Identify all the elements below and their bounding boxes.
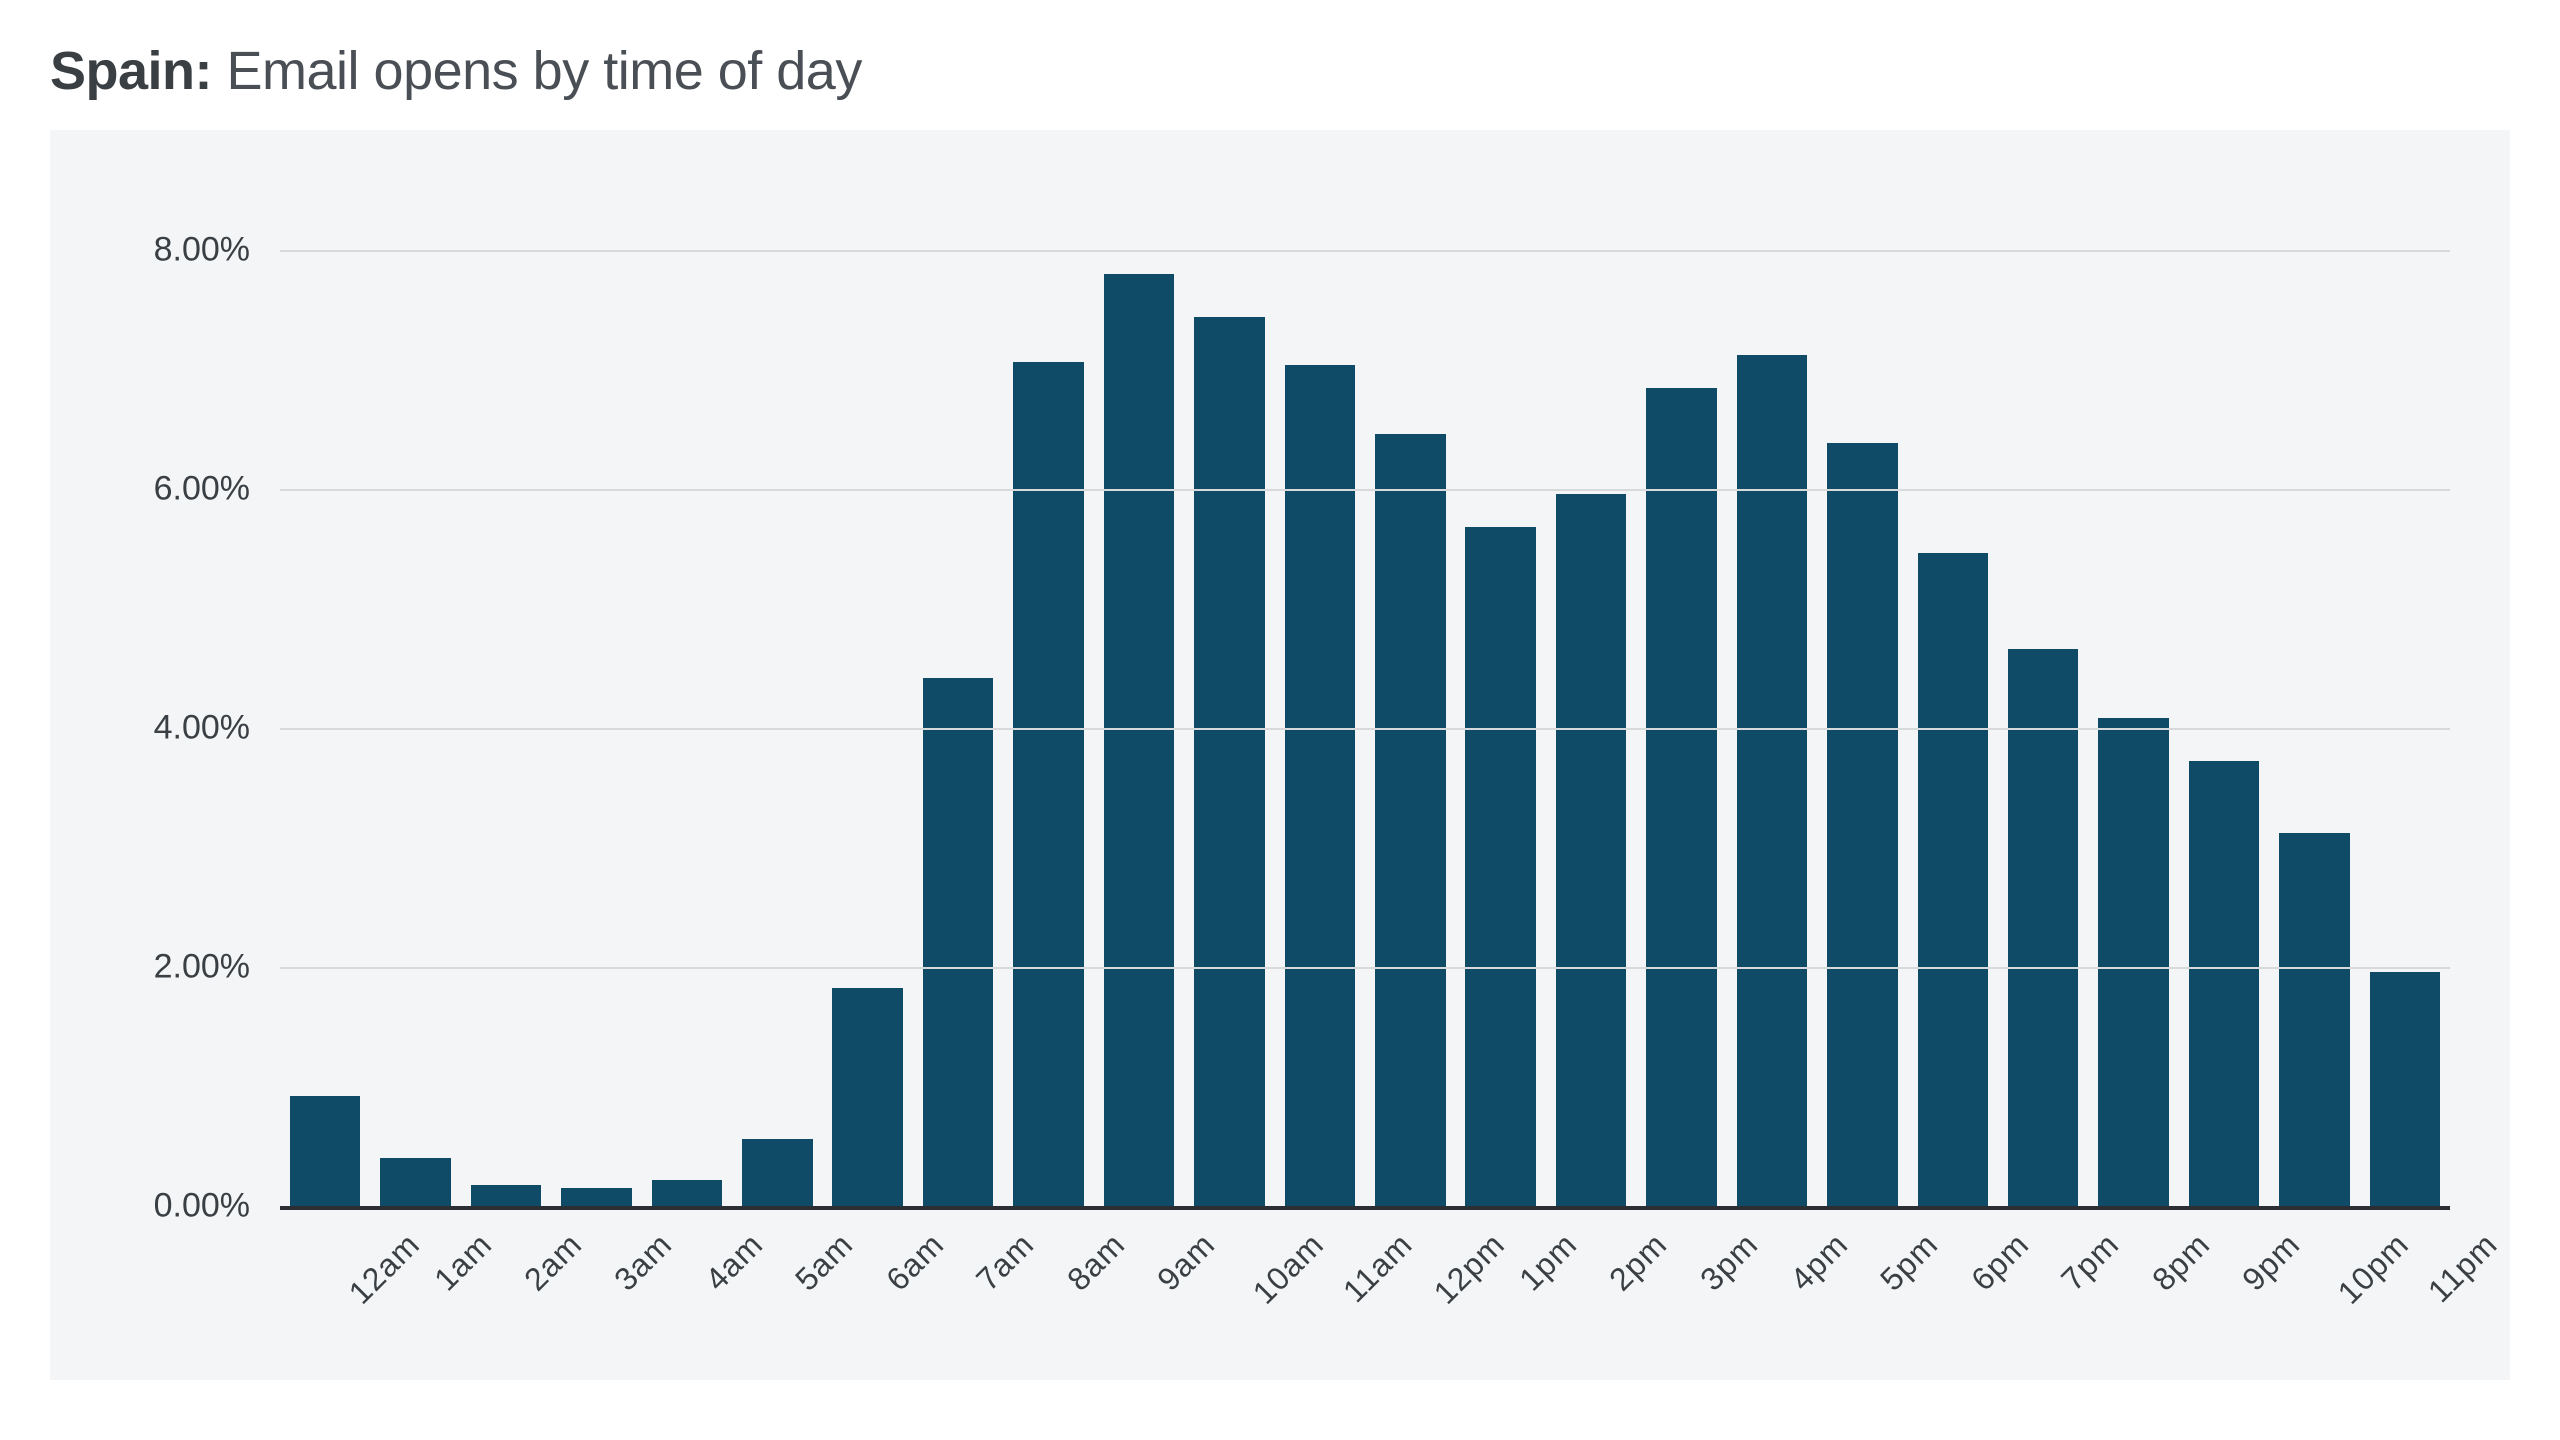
x-tick-label: 11pm: [2421, 1226, 2505, 1310]
chart-panel: 12am1am2am3am4am5am6am7am8am9am10am11am1…: [50, 130, 2510, 1380]
x-tick-label: 6am: [879, 1226, 951, 1298]
bar-slot: 5am: [732, 190, 822, 1206]
x-tick-label: 8am: [1060, 1226, 1132, 1298]
bar: [1465, 527, 1536, 1206]
chart-title-rest: Email opens by time of day: [212, 41, 862, 101]
bar-slot: 7am: [913, 190, 1003, 1206]
bar: [1104, 274, 1175, 1206]
bar-slot: 5pm: [1817, 190, 1907, 1206]
bar-slot: 3pm: [1636, 190, 1726, 1206]
chart-title: Spain: Email opens by time of day: [50, 40, 2510, 102]
bar: [1194, 317, 1265, 1206]
bar: [1918, 553, 1989, 1206]
bar: [1556, 494, 1627, 1206]
x-tick-label: 3pm: [1693, 1226, 1765, 1298]
bar: [561, 1188, 632, 1206]
bar: [2279, 833, 2350, 1206]
bar-slot: 10am: [1184, 190, 1274, 1206]
bars-container: 12am1am2am3am4am5am6am7am8am9am10am11am1…: [280, 190, 2450, 1206]
x-tick-label: 8pm: [2145, 1226, 2217, 1298]
x-tick-label: 1am: [427, 1226, 499, 1298]
bar-slot: 6am: [823, 190, 913, 1206]
bar-slot: 9am: [1094, 190, 1184, 1206]
bar: [1737, 355, 1808, 1206]
bar: [1375, 434, 1446, 1206]
bar-slot: 12pm: [1365, 190, 1455, 1206]
x-tick-label: 12am: [342, 1226, 428, 1312]
bar-slot: 9pm: [2179, 190, 2269, 1206]
bar-slot: 12am: [280, 190, 370, 1206]
x-tick-label: 4pm: [1783, 1226, 1855, 1298]
bar-slot: 11pm: [2360, 190, 2450, 1206]
bar: [923, 678, 994, 1206]
x-tick-label: 10am: [1246, 1226, 1332, 1312]
x-tick-label: 5am: [788, 1226, 860, 1298]
bar-slot: 8am: [1003, 190, 1093, 1206]
x-tick-label: 11am: [1336, 1226, 1420, 1310]
bar: [471, 1185, 542, 1207]
bar-slot: 2am: [461, 190, 551, 1206]
bar-slot: 6pm: [1908, 190, 1998, 1206]
x-tick-label: 2pm: [1602, 1226, 1674, 1298]
bar: [1827, 443, 1898, 1206]
bar-slot: 4am: [642, 190, 732, 1206]
x-tick-label: 6pm: [1964, 1226, 2036, 1298]
bar: [2008, 649, 2079, 1206]
x-tick-label: 9am: [1150, 1226, 1222, 1298]
y-tick-label: 8.00%: [154, 230, 250, 269]
y-tick-label: 0.00%: [154, 1187, 250, 1226]
x-tick-label: 3am: [608, 1226, 680, 1298]
x-tick-label: 1pm: [1512, 1226, 1584, 1298]
gridline: [280, 250, 2450, 252]
x-tick-label: 7am: [969, 1226, 1041, 1298]
bar: [290, 1096, 361, 1206]
bar: [742, 1139, 813, 1206]
bar: [652, 1180, 723, 1206]
gridline: [280, 489, 2450, 491]
bar-slot: 8pm: [2088, 190, 2178, 1206]
bar-slot: 10pm: [2269, 190, 2359, 1206]
bar-slot: 2pm: [1546, 190, 1636, 1206]
bar-slot: 1pm: [1455, 190, 1545, 1206]
page: Spain: Email opens by time of day 12am1a…: [0, 0, 2560, 1440]
x-tick-label: 2am: [517, 1226, 589, 1298]
gridline: [280, 728, 2450, 730]
chart-title-bold: Spain:: [50, 41, 212, 101]
x-tick-label: 5pm: [1873, 1226, 1945, 1298]
bar-slot: 4pm: [1727, 190, 1817, 1206]
bar: [832, 988, 903, 1206]
bar: [2370, 972, 2441, 1206]
x-tick-label: 12pm: [1427, 1226, 1513, 1312]
plot-area: 12am1am2am3am4am5am6am7am8am9am10am11am1…: [280, 190, 2450, 1210]
bar: [2189, 761, 2260, 1206]
bar-slot: 7pm: [1998, 190, 2088, 1206]
bar-slot: 11am: [1275, 190, 1365, 1206]
bar-slot: 3am: [551, 190, 641, 1206]
x-tick-label: 4am: [698, 1226, 770, 1298]
x-tick-label: 9pm: [2235, 1226, 2307, 1298]
bar: [380, 1158, 451, 1206]
bar: [2098, 718, 2169, 1206]
bar: [1646, 388, 1717, 1206]
x-tick-label: 10pm: [2331, 1226, 2417, 1312]
x-tick-label: 7pm: [2054, 1226, 2126, 1298]
gridline: [280, 967, 2450, 969]
y-tick-label: 6.00%: [154, 469, 250, 508]
y-tick-label: 2.00%: [154, 947, 250, 986]
y-tick-label: 4.00%: [154, 708, 250, 747]
bar-slot: 1am: [370, 190, 460, 1206]
